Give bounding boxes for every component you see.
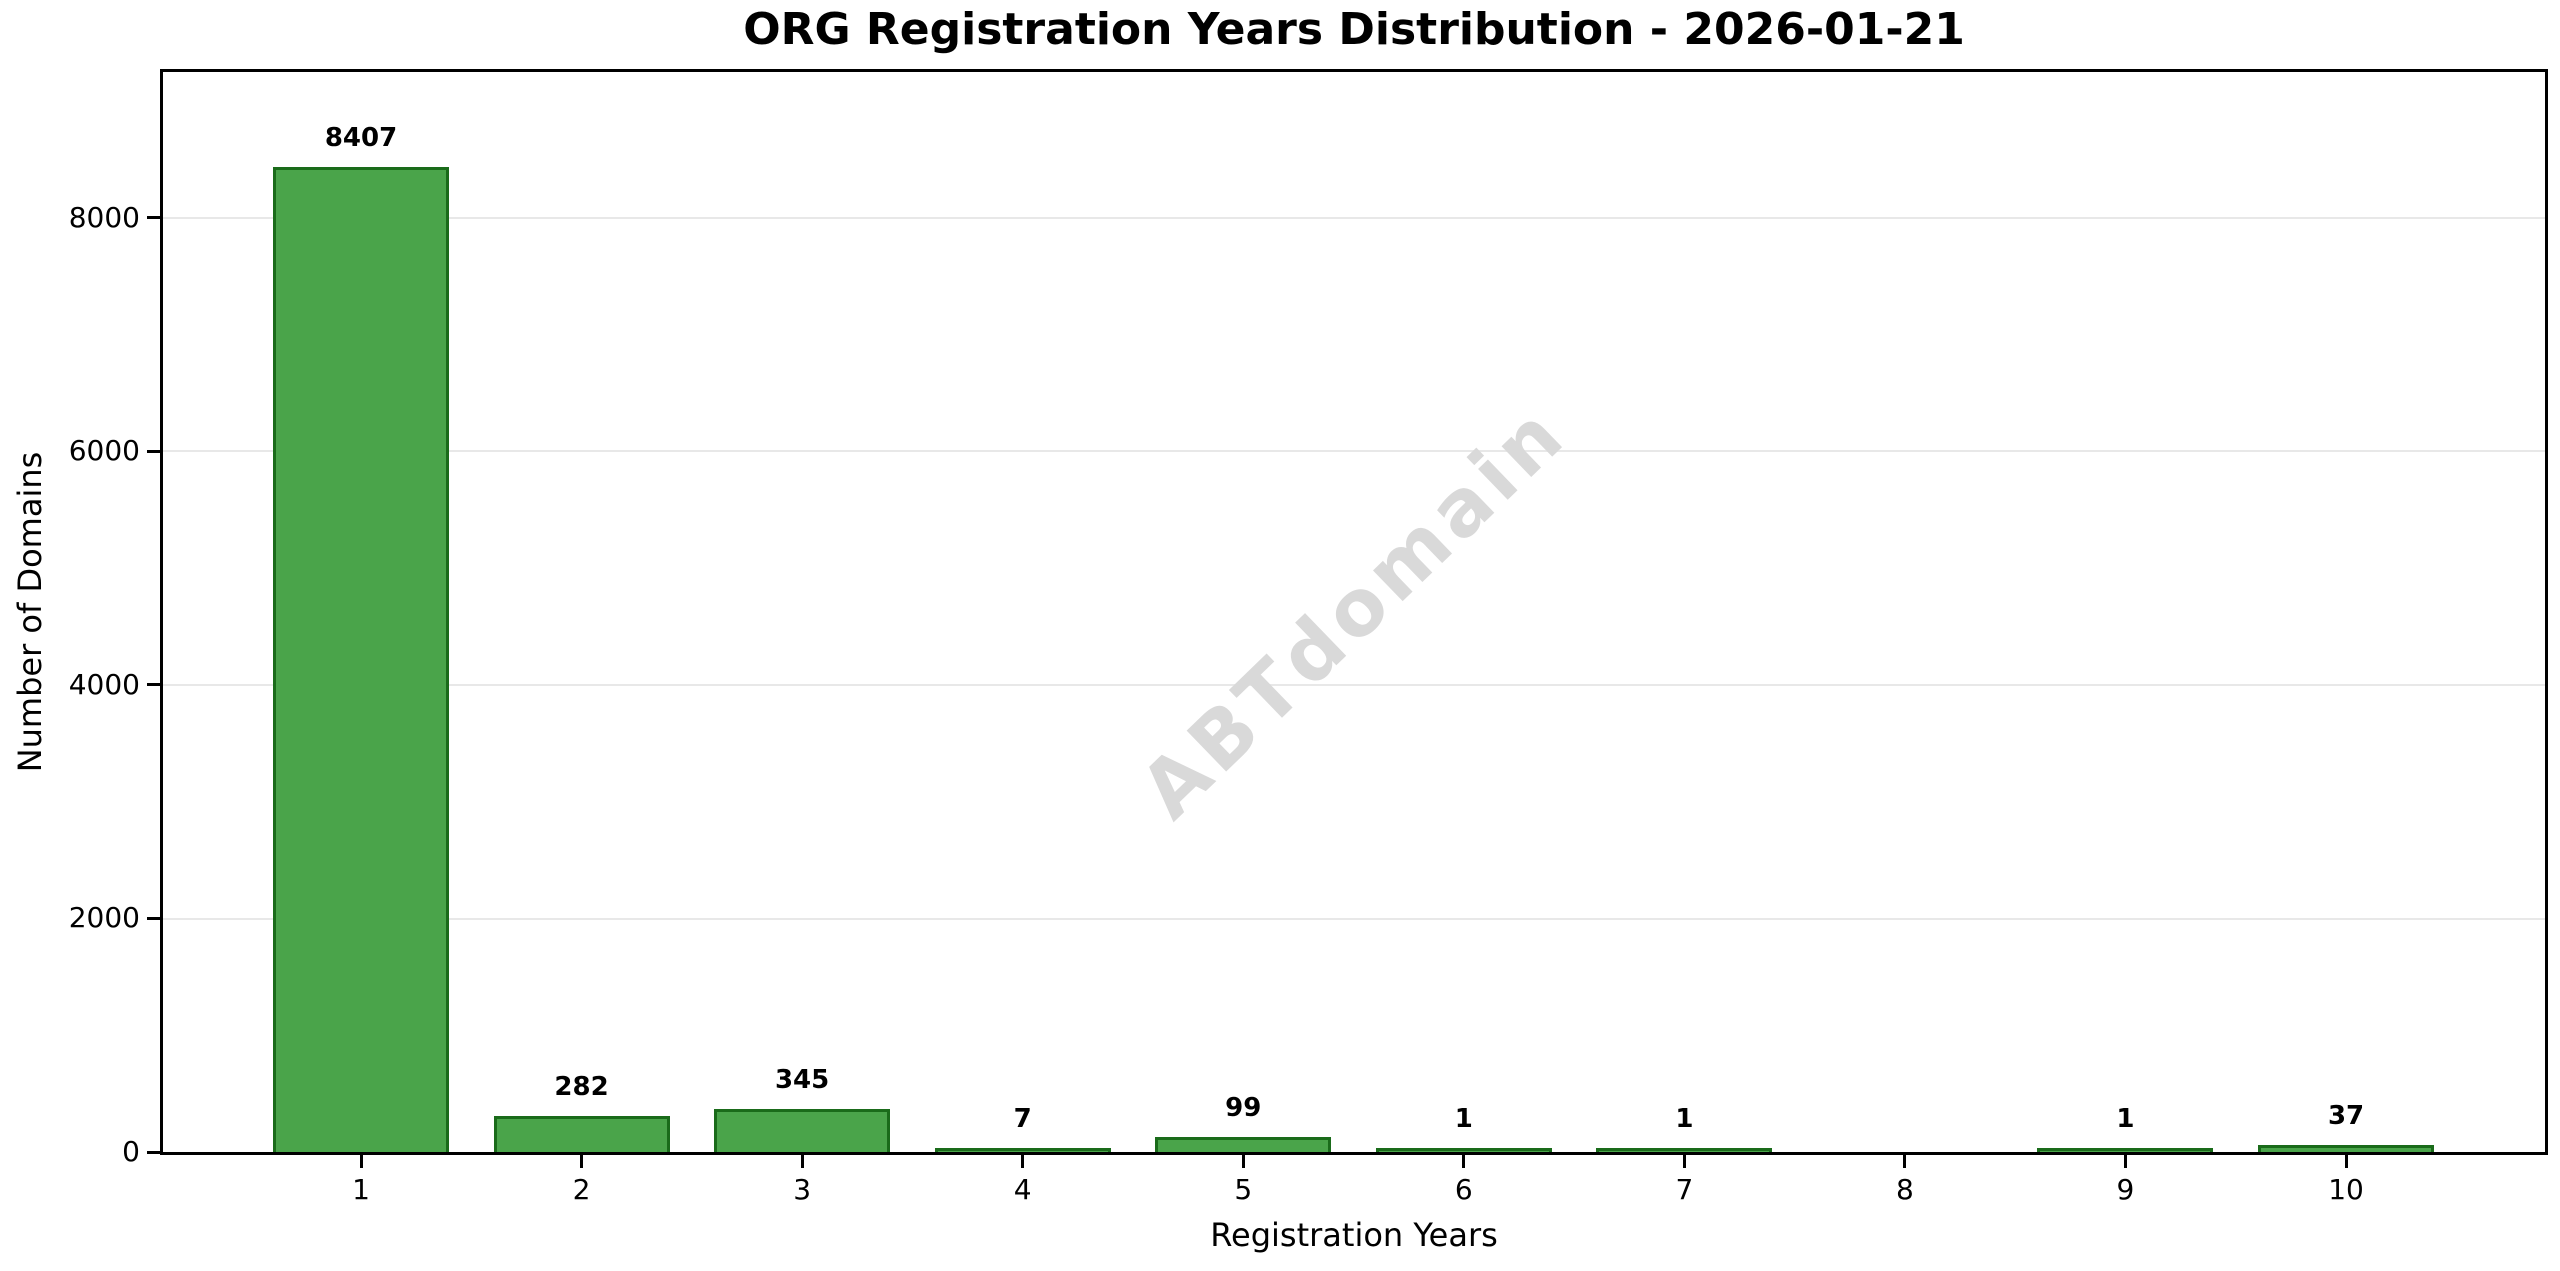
x-tick-mark-4 bbox=[1021, 1155, 1025, 1168]
bar-value-label-year-3: 345 bbox=[774, 1064, 830, 1095]
y-tick-label-0: 0 bbox=[122, 1135, 140, 1168]
x-tick-mark-1 bbox=[359, 1155, 363, 1168]
x-tick-mark-9 bbox=[2123, 1155, 2127, 1168]
x-tick-label-2: 2 bbox=[572, 1173, 591, 1206]
x-tick-label-7: 7 bbox=[1675, 1173, 1694, 1206]
bar-value-label-year-9: 1 bbox=[2116, 1104, 2135, 1134]
bar-year-2 bbox=[493, 1116, 670, 1152]
y-tick-label-2000: 2000 bbox=[68, 901, 140, 935]
gridline-8000 bbox=[163, 216, 2545, 219]
bar-year-6 bbox=[1375, 1148, 1552, 1152]
bar-value-label-year-10: 37 bbox=[2327, 1100, 2365, 1131]
bar-value-label-year-2: 282 bbox=[554, 1072, 609, 1103]
bar-value-label-year-4: 7 bbox=[1013, 1104, 1032, 1134]
bar-value-label-year-5: 99 bbox=[1225, 1093, 1262, 1124]
x-tick-mark-8 bbox=[1903, 1155, 1907, 1168]
bar-year-9 bbox=[2037, 1148, 2214, 1152]
y-tick-mark-2000 bbox=[147, 916, 160, 920]
x-tick-mark-6 bbox=[1462, 1155, 1466, 1168]
y-tick-label-6000: 6000 bbox=[68, 434, 140, 468]
y-tick-mark-6000 bbox=[147, 449, 160, 453]
x-tick-mark-7 bbox=[1682, 1155, 1686, 1168]
bar-year-10 bbox=[2258, 1144, 2435, 1152]
y-tick-label-4000: 4000 bbox=[68, 667, 140, 701]
y-tick-mark-0 bbox=[147, 1150, 160, 1154]
x-tick-label-9: 9 bbox=[2116, 1173, 2135, 1206]
bar-year-3 bbox=[714, 1108, 891, 1152]
bar-value-label-year-7: 1 bbox=[1675, 1104, 1694, 1134]
x-tick-mark-3 bbox=[800, 1155, 804, 1168]
x-tick-mark-5 bbox=[1241, 1155, 1245, 1168]
y-tick-mark-4000 bbox=[147, 683, 160, 687]
x-tick-label-3: 3 bbox=[793, 1173, 812, 1206]
gridline-6000 bbox=[163, 450, 2545, 453]
x-tick-mark-10 bbox=[2344, 1155, 2348, 1168]
x-tick-label-10: 10 bbox=[2328, 1173, 2364, 1206]
gridline-2000 bbox=[163, 917, 2545, 920]
bar-value-label-year-6: 1 bbox=[1454, 1104, 1473, 1134]
x-tick-label-4: 4 bbox=[1013, 1173, 1032, 1206]
bar-value-label-year-1: 8407 bbox=[324, 123, 398, 154]
chart-title: ORG Registration Years Distribution - 20… bbox=[743, 4, 1965, 55]
y-axis-label: Number of Domains bbox=[11, 451, 49, 773]
bar-year-5 bbox=[1155, 1137, 1332, 1152]
bar-year-4 bbox=[934, 1148, 1111, 1152]
y-tick-mark-8000 bbox=[147, 216, 160, 220]
x-tick-label-1: 1 bbox=[352, 1173, 370, 1206]
bar-year-7 bbox=[1596, 1148, 1773, 1152]
y-tick-label-8000: 8000 bbox=[68, 200, 140, 234]
watermark-text: ABTdomain bbox=[1123, 387, 1585, 837]
x-tick-label-8: 8 bbox=[1895, 1173, 1914, 1206]
x-tick-label-5: 5 bbox=[1234, 1173, 1253, 1206]
x-tick-label-6: 6 bbox=[1454, 1173, 1473, 1206]
plot-area: 8407 282 345 7 99 1 1 1 37 ABTdomain bbox=[160, 69, 2548, 1155]
gridline-4000 bbox=[163, 683, 2545, 686]
x-tick-mark-2 bbox=[580, 1155, 584, 1168]
bar-year-1 bbox=[273, 167, 449, 1152]
x-axis-label: Registration Years bbox=[1210, 1216, 1498, 1254]
